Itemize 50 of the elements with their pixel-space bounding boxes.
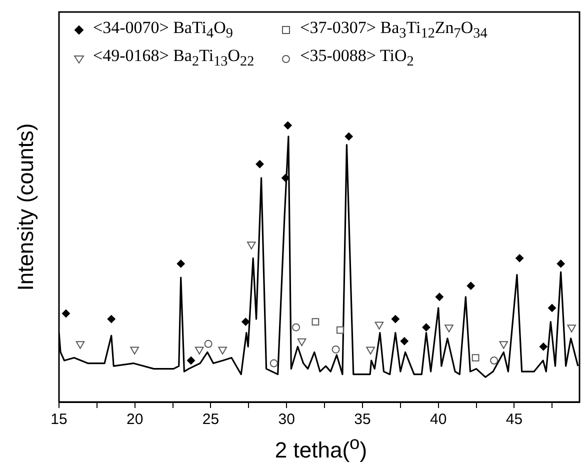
x-tick-label: 25: [202, 411, 220, 428]
point: [374, 322, 384, 330]
point: [130, 346, 139, 354]
point: [187, 356, 196, 365]
point: [472, 354, 480, 362]
point: [466, 282, 475, 290]
legend-label: <49-0168> Ba$_{2}$Ti$_{13}$O$_{22}$: [93, 46, 254, 71]
point: [366, 346, 375, 354]
point: [256, 160, 264, 168]
point: [548, 304, 556, 312]
point: [194, 346, 204, 354]
point: [539, 342, 548, 351]
point: [282, 174, 290, 182]
point: [422, 323, 430, 332]
point: [336, 326, 344, 334]
point: [62, 309, 70, 318]
x-tick-label: 40: [430, 411, 447, 428]
point: [490, 356, 498, 365]
point: [516, 254, 524, 262]
x-tick-label: 15: [50, 411, 68, 428]
point: [76, 341, 85, 349]
legend-label: <35-0088> TiO$_{2}$: [300, 46, 414, 71]
point: [435, 292, 444, 301]
x-tick-label: 45: [506, 411, 523, 428]
point: [332, 345, 340, 354]
point: [556, 260, 565, 268]
x-tick-label: 20: [126, 411, 144, 428]
legend-label: <37-0307> Ba$_{3}$Ti$_{12}$Zn$_{7}$O$_{34}$: [300, 18, 488, 42]
point: [344, 132, 353, 140]
point: [499, 341, 508, 349]
point: [107, 315, 116, 324]
x-tick-label: 35: [354, 411, 371, 428]
point: [284, 121, 292, 130]
legend-label: <34-0070> BaTi$_{4}$O$_{9}$: [93, 18, 233, 42]
point: [270, 359, 278, 368]
point: [242, 318, 250, 326]
point: [218, 346, 227, 354]
point: [176, 260, 185, 268]
point: [391, 315, 400, 324]
point: [312, 318, 320, 326]
point: [247, 242, 256, 250]
point: [567, 324, 576, 332]
x-axis-title: 2 tetha($^{o}$): [274, 432, 368, 464]
point: [204, 340, 212, 348]
point: [444, 324, 454, 332]
point: [297, 338, 306, 346]
y-axis-title: Intensity (counts): [13, 123, 39, 291]
point: [292, 323, 300, 332]
x-tick-label: 30: [278, 411, 295, 428]
point: [400, 337, 408, 346]
